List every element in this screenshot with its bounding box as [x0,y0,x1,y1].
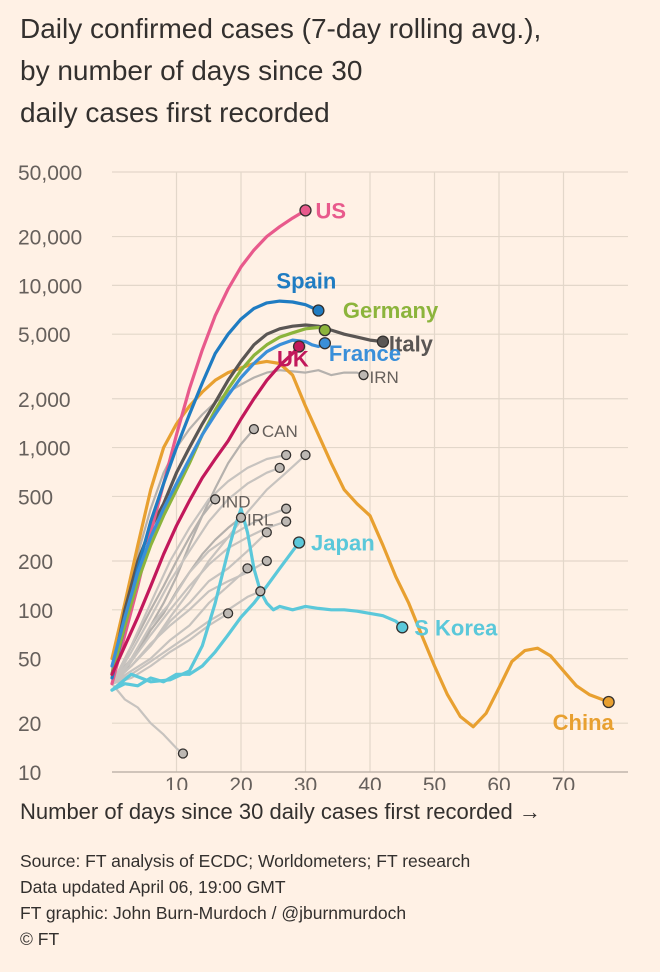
series-endpoint-other-2 [300,449,311,461]
x-tick-label: 70 [552,774,575,790]
series-line-italy [110,323,385,676]
series-line-other-3 [110,507,288,685]
title-line-2: by number of days since 30 [20,55,363,86]
series-line-other-5 [110,466,281,685]
series-label-us: US [316,198,347,223]
x-tick-label: 60 [487,774,510,790]
series-endpoint-can [248,423,260,435]
series-line-other-1 [110,682,184,755]
series-line-uk [110,344,301,676]
series-label-japan: Japan [311,530,375,555]
series-endpoint-irn [358,369,369,381]
series-endpoint-us [299,204,312,217]
series-endpoint-other-3 [280,503,292,514]
series-label-germany: Germany [343,298,439,323]
series-endpoint-other-6 [242,563,253,574]
series-markers [177,204,615,759]
series-label-can: CAN [262,422,298,441]
series-label-s-korea: S Korea [414,615,498,640]
chart-title: Daily confirmed cases (7-day rolling avg… [20,8,650,134]
series-endpoint-uk [292,340,306,353]
series-label-france: France [329,341,401,366]
series-line-other-9 [110,453,288,685]
series-endpoint-spain [312,304,325,317]
series-endpoint-other-8 [255,586,266,597]
x-tick-label: 50 [423,774,446,790]
y-tick-label: 10,000 [18,275,82,298]
series-line-other-7 [110,520,288,685]
y-tick-label: 1,000 [18,438,71,461]
copyright-note: © FT [20,929,60,949]
series-endpoint-italy [376,335,390,348]
series-endpoint-other-7 [280,516,292,527]
y-tick-label: 20,000 [18,227,82,250]
series-line-france [110,338,327,668]
updated-note: Data updated April 06, 19:00 GMT [20,877,286,897]
y-tick-label: 50,000 [18,162,82,185]
x-tick-label: 10 [165,774,188,790]
x-axis-label: Number of days since 30 daily cases firs… [20,799,513,824]
x-tick-label: 40 [358,774,381,790]
source-note: Source: FT analysis of ECDC; Worldometer… [20,851,471,871]
series-lines [110,208,611,755]
series-line-can [110,428,255,685]
series-endpoint-ind [210,494,221,505]
grid [112,171,628,773]
title-line-3: daily cases first recorded [20,97,330,128]
series-endpoint-china [602,695,615,709]
x-axis-ticks: 10 20 30 40 50 60 70 [165,774,575,790]
series-line-japan [110,540,301,692]
x-tick-label: 30 [294,774,317,790]
series-line-other-8 [110,590,262,685]
series-line-s-korea [110,507,404,692]
y-tick-label: 200 [18,551,53,574]
series-line-irn [110,369,365,668]
series-endpoint-other-10 [261,555,272,567]
series-endpoint-other-4 [261,527,272,538]
series-endpoint-japan [292,536,306,549]
series-label-irl: IRL [247,511,273,530]
y-tick-label: 500 [18,486,53,509]
y-tick-label: 10 [18,762,41,785]
series-label-uk: UK [277,346,309,371]
y-tick-label: 2,000 [18,389,71,412]
series-line-spain [110,299,320,680]
y-tick-label: 5,000 [18,324,71,347]
series-endpoint-other-9 [280,449,292,461]
y-tick-label: 100 [18,600,53,623]
y-tick-label: 20 [18,713,41,736]
series-label-spain: Spain [276,269,336,294]
arrow-right-icon: → [518,799,541,824]
series-label-ind: IND [221,492,250,511]
series-endpoint-france [318,337,332,350]
series-label-china: China [553,710,615,735]
x-tick-label: 20 [229,774,252,790]
series-label-italy: Italy [389,332,434,357]
series-line-other-10 [110,559,268,685]
series-endpoint-s-korea [396,621,409,634]
series-endpoint-other-1 [177,748,189,759]
series-endpoint-other-5 [274,462,285,474]
title-line-1: Daily confirmed cases (7-day rolling avg… [20,13,542,44]
y-axis-ticks: 10 20 50 100 200 500 1,000 2,000 5,000 10,000 20,0… [18,162,82,785]
line-chart: 10 20 50 100 200 500 1,000 2,000 5,000 10,000 20,0… [18,162,628,790]
series-endpoint-germany [318,323,332,337]
series-line-germany [110,325,327,676]
footer-notes: Source: FT analysis of ECDC; Worldometer… [20,848,470,952]
credit-note: FT graphic: John Burn-Murdoch / @jburnmu… [20,903,407,923]
series-label-irn: IRN [370,368,399,387]
series-endpoint-other-11 [222,608,234,619]
series-endpoint-irl [235,512,247,523]
series-line-other-6 [110,567,249,685]
x-axis-title: Number of days since 30 daily cases firs… [20,799,541,825]
y-tick-label: 50 [18,649,41,672]
